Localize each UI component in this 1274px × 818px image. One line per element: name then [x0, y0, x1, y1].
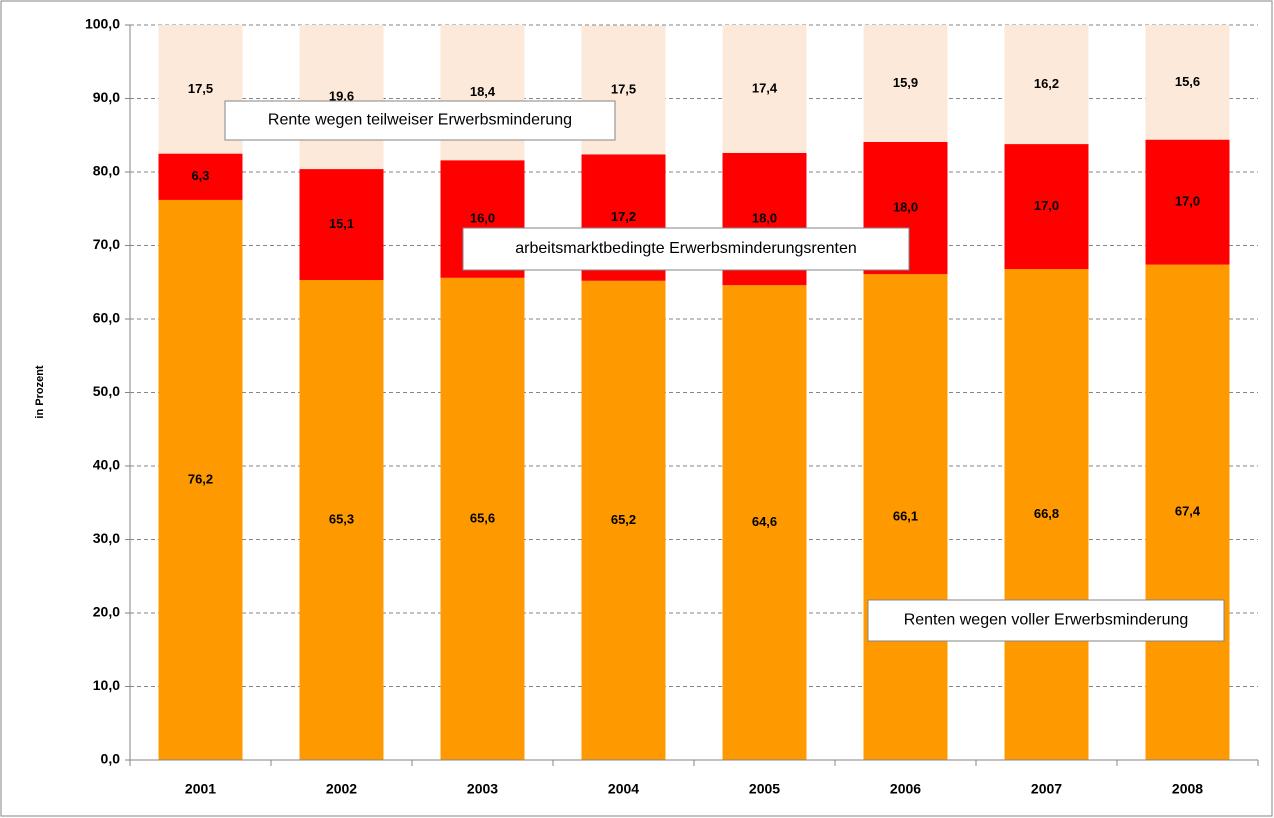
data-label: 17,5 — [611, 81, 636, 96]
x-tick-label: 2004 — [608, 781, 639, 797]
data-label: 17,2 — [611, 209, 636, 224]
data-label: 66,8 — [1034, 506, 1059, 521]
legend-box — [224, 100, 616, 141]
data-label: 16,2 — [1034, 76, 1059, 91]
x-tick-label: 2001 — [185, 781, 216, 797]
data-label: 18,0 — [893, 199, 918, 214]
bar-segment — [299, 169, 384, 281]
bar-segment — [158, 153, 243, 200]
data-label: 17,5 — [188, 81, 213, 96]
y-tick-label: 0,0 — [101, 751, 121, 767]
legend-box — [462, 227, 910, 271]
bar-segment — [581, 280, 666, 760]
y-tick-label: 50,0 — [93, 383, 120, 399]
y-tick-label: 10,0 — [93, 677, 120, 693]
y-tick-label: 20,0 — [93, 604, 120, 620]
x-tick-label: 2003 — [467, 781, 498, 797]
bar-segment — [1004, 269, 1089, 760]
bar-segment — [1145, 264, 1230, 760]
data-label: 15,6 — [1175, 74, 1200, 89]
data-label: 16,0 — [470, 210, 495, 225]
bar-segment — [863, 274, 948, 760]
bar-segment — [440, 277, 525, 760]
y-tick-label: 60,0 — [93, 310, 120, 326]
y-tick-label: 80,0 — [93, 163, 120, 179]
bar-segment — [1145, 139, 1230, 265]
x-tick-label: 2002 — [326, 781, 357, 797]
data-label: 65,2 — [611, 512, 636, 527]
y-tick-label: 100,0 — [85, 16, 120, 32]
bar-segment — [299, 280, 384, 760]
y-axis-title: in Prozent — [34, 365, 46, 419]
data-label: 64,6 — [752, 514, 777, 529]
data-label: 17,0 — [1175, 194, 1200, 209]
data-label: 65,6 — [470, 510, 495, 525]
x-tick-label: 2005 — [749, 781, 780, 797]
legend-label: Rente wegen teilweiser Erwerbsminderung — [268, 112, 572, 129]
bar-segment — [1004, 25, 1089, 145]
data-label: 17,0 — [1034, 198, 1059, 213]
y-tick-label: 70,0 — [93, 236, 120, 252]
data-label: 6,3 — [191, 168, 209, 183]
data-label: 18,0 — [752, 210, 777, 225]
data-label: 17,4 — [752, 80, 778, 95]
bar-segment — [1004, 144, 1089, 270]
x-tick-label: 2008 — [1172, 781, 1203, 797]
bar-segment — [1145, 25, 1230, 140]
data-label: 15,9 — [893, 75, 918, 90]
bar-segment — [722, 285, 807, 760]
x-tick-label: 2007 — [1031, 781, 1062, 797]
data-label: 18,4 — [470, 84, 496, 99]
bar-segment — [299, 25, 384, 170]
y-tick-label: 90,0 — [93, 89, 120, 105]
data-label: 67,4 — [1175, 504, 1201, 519]
legend-label: Renten wegen voller Erwerbsminderung — [904, 612, 1189, 629]
legend-label: arbeitsmarktbedingte Erwerbsminderungsre… — [515, 240, 857, 257]
data-label: 65,3 — [329, 511, 354, 526]
bar-segment — [722, 25, 807, 153]
legend-box — [867, 599, 1225, 642]
data-label: 66,1 — [893, 509, 918, 524]
bar-segment — [863, 25, 948, 142]
bar-segment — [158, 199, 243, 760]
y-tick-label: 40,0 — [93, 457, 120, 473]
data-label: 19,6 — [329, 88, 354, 103]
data-label: 15,1 — [329, 216, 354, 231]
x-tick-label: 2006 — [890, 781, 921, 797]
data-label: 76,2 — [188, 471, 213, 486]
y-tick-label: 30,0 — [93, 530, 120, 546]
